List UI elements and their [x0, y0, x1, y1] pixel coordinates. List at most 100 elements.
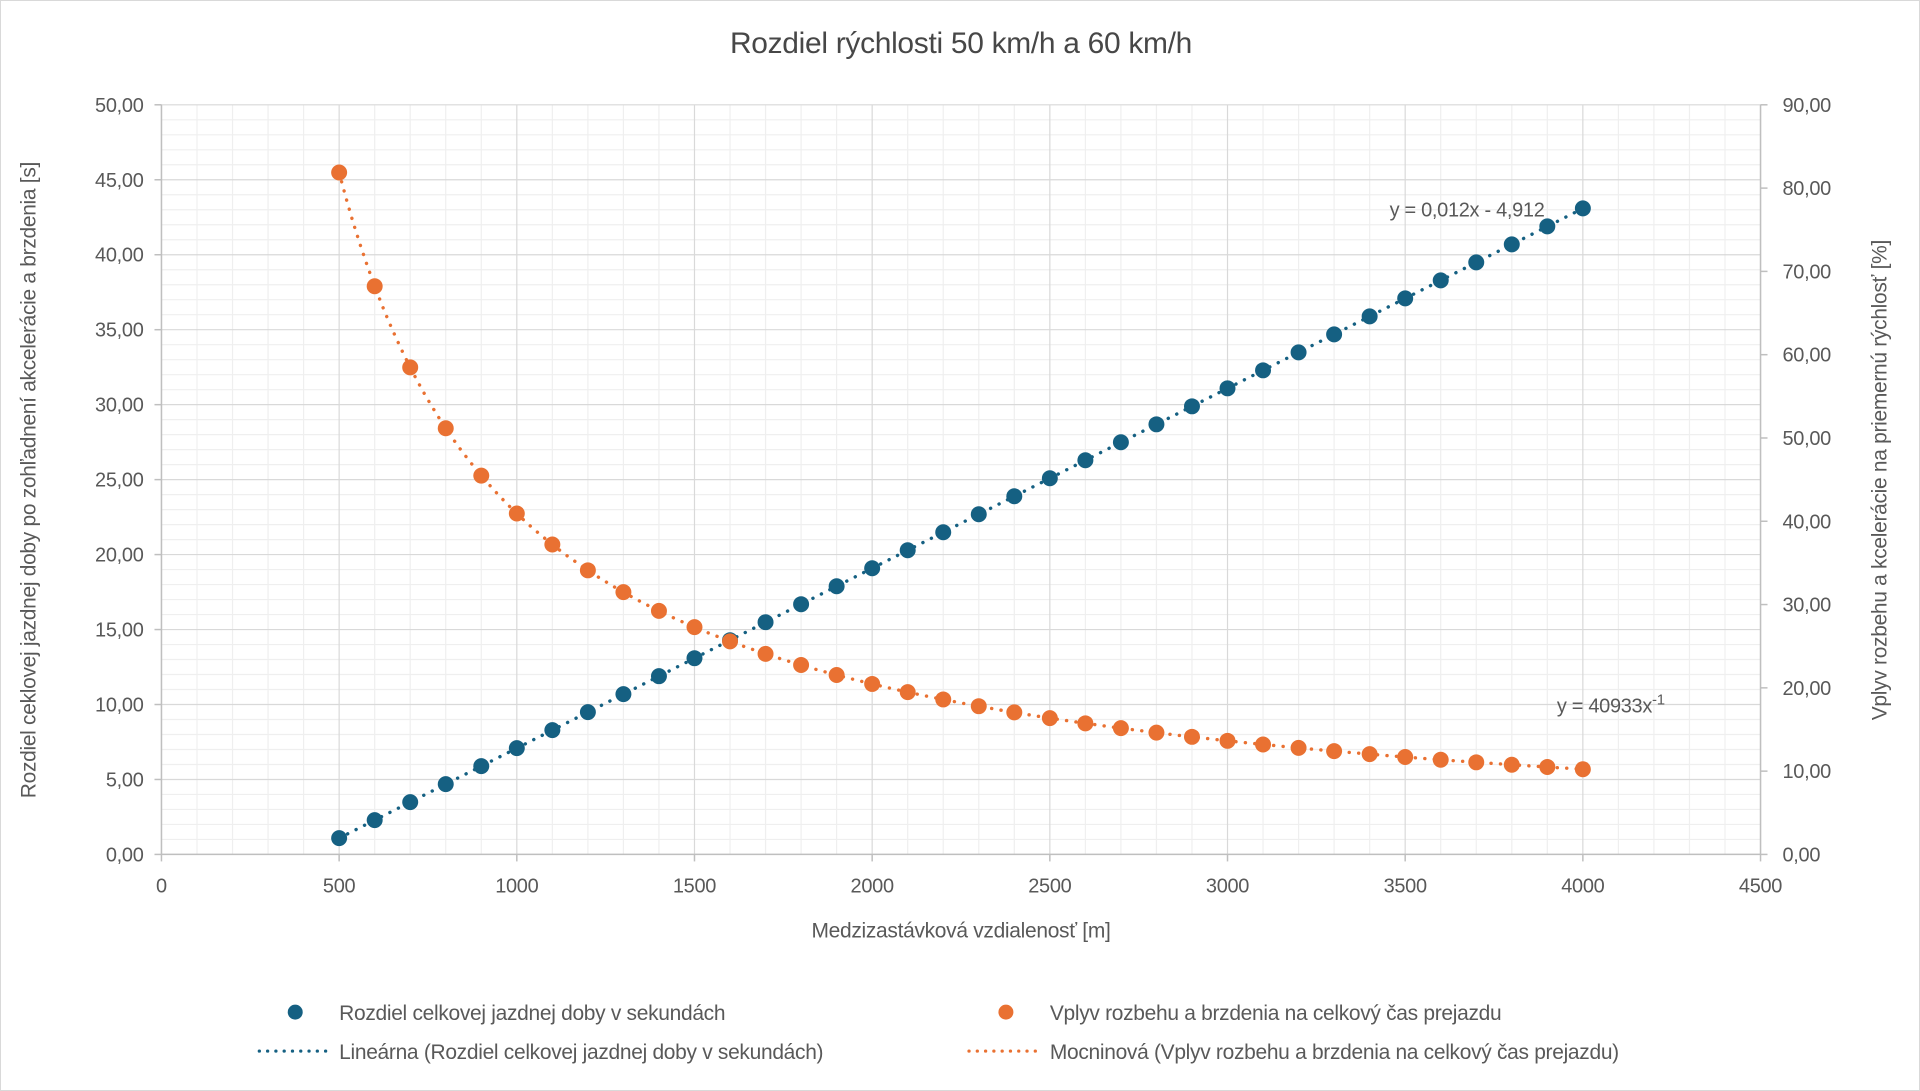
- data-point: [899, 684, 916, 701]
- right-tick-label: 40,00: [1782, 511, 1831, 533]
- data-point: [579, 704, 596, 721]
- data-point: [970, 698, 987, 715]
- data-point: [366, 812, 383, 829]
- legend-item-series-time-difference: Rozdiel celkovej jazdnej doby v sekundác…: [287, 1002, 726, 1025]
- data-point: [615, 584, 632, 601]
- data-point: [1468, 254, 1485, 271]
- data-point: [793, 596, 810, 613]
- data-point: [366, 278, 383, 295]
- right-tick-label: 0,00: [1782, 844, 1820, 866]
- data-point: [1539, 758, 1556, 775]
- left-tick-label: 30,00: [95, 395, 144, 417]
- power-trendline-path: [337, 170, 1585, 771]
- x-tick-label: 4500: [1739, 875, 1782, 897]
- data-point: [437, 420, 454, 437]
- data-point: [1290, 739, 1307, 756]
- x-tick-label: 1000: [495, 875, 538, 897]
- data-point: [1432, 751, 1449, 768]
- x-tick-label: 4000: [1561, 875, 1604, 897]
- data-point: [331, 164, 348, 181]
- data-point: [1006, 704, 1023, 721]
- data-point: [615, 686, 632, 703]
- left-tick-label: 15,00: [95, 620, 144, 642]
- legend-dot-marker-orange: [998, 1004, 1014, 1020]
- data-point: [828, 578, 845, 595]
- x-tick-label: 3000: [1206, 875, 1249, 897]
- left-tick-label: 5,00: [106, 769, 144, 791]
- data-point: [544, 722, 561, 739]
- data-point: [650, 602, 667, 619]
- legend-item-series-acceleration-influence: Vplyv rozbehu a brzdenia na celkový čas …: [998, 1002, 1502, 1025]
- power-trendline: [337, 170, 1585, 771]
- data-point: [1361, 308, 1378, 325]
- data-point: [544, 536, 561, 553]
- data-point: [1006, 488, 1023, 505]
- data-point: [473, 758, 490, 775]
- left-axis-tick-labels: 0,00 5,00 10,00 15,00 20,00 25,00 30,00 35,00 40…: [95, 95, 144, 867]
- linear-trendline: [337, 206, 1585, 840]
- data-point: [935, 691, 952, 708]
- data-point: [935, 524, 952, 541]
- data-point: [1148, 416, 1165, 433]
- left-tick-label: 45,00: [95, 170, 144, 192]
- data-point: [1112, 434, 1129, 451]
- left-tick-label: 35,00: [95, 320, 144, 342]
- left-tick-label: 40,00: [95, 245, 144, 267]
- data-point: [1255, 362, 1272, 379]
- linear-trendline-path: [337, 206, 1585, 840]
- legend-dot-marker-blue: [287, 1004, 303, 1020]
- left-axis-title: Rozdiel ceklovej jazdnej doby po zohľadn…: [18, 162, 41, 798]
- data-point: [1148, 724, 1165, 741]
- right-tick-label: 60,00: [1782, 345, 1831, 367]
- data-point: [1574, 761, 1591, 778]
- data-point: [473, 467, 490, 484]
- left-tick-label: 20,00: [95, 545, 144, 567]
- data-point: [437, 776, 454, 793]
- chart-legend: Rozdiel celkovej jazdnej doby v sekundác…: [257, 1002, 1619, 1064]
- data-point: [1397, 748, 1414, 765]
- right-tick-label: 10,00: [1782, 761, 1831, 783]
- power-trendline-equation: y = 40933x-1: [1557, 692, 1665, 718]
- data-point: [650, 668, 667, 685]
- x-tick-label: 2000: [851, 875, 894, 897]
- data-point: [1326, 326, 1343, 343]
- x-tick-label: 1500: [673, 875, 716, 897]
- left-tick-label: 50,00: [95, 95, 144, 117]
- data-point: [1183, 728, 1200, 745]
- data-point: [1361, 746, 1378, 763]
- data-point: [1574, 200, 1591, 217]
- left-tick-label: 0,00: [106, 844, 144, 866]
- linear-trendline-equation: y = 0,012x - 4,912: [1390, 200, 1545, 222]
- right-tick-label: 80,00: [1782, 178, 1831, 200]
- data-point: [757, 614, 774, 631]
- data-point: [1468, 754, 1485, 771]
- data-point: [1077, 452, 1094, 469]
- legend-label: Mocninová (Vplyv rozbehu a brzdenia na c…: [1050, 1041, 1619, 1064]
- data-point: [686, 650, 703, 667]
- legend-label: Rozdiel celkovej jazdnej doby v sekundác…: [339, 1002, 725, 1025]
- right-axis-tick-labels: 0,00 10,00 20,00 30,00 40,00 50,00 60,00 70,00 8…: [1782, 95, 1831, 867]
- data-point: [864, 675, 881, 692]
- data-point: [1503, 756, 1520, 773]
- data-point: [508, 505, 525, 522]
- legend-item-linear-trendline: Lineárna (Rozdiel celkovej jazdnej doby …: [257, 1041, 824, 1064]
- data-point: [793, 657, 810, 674]
- data-point: [1041, 470, 1058, 487]
- data-point: [1219, 380, 1236, 397]
- x-axis-title: Medzizastávková vzdialenosť [m]: [811, 919, 1110, 942]
- x-tick-label: 2500: [1028, 875, 1071, 897]
- data-point: [402, 794, 419, 811]
- data-point: [1326, 743, 1343, 760]
- data-point: [1539, 218, 1556, 235]
- right-tick-label: 30,00: [1782, 595, 1831, 617]
- data-point: [1397, 290, 1414, 307]
- series-time-difference-points: [331, 200, 1591, 847]
- data-point: [1183, 398, 1200, 415]
- data-point: [722, 633, 739, 650]
- x-tick-label: 0: [156, 875, 167, 897]
- x-axis-tick-labels: 0 500 1000 1500 2000 2500 3000 3500 4000 4500: [156, 875, 1783, 897]
- data-point: [864, 560, 881, 577]
- data-point: [970, 506, 987, 523]
- data-point: [1503, 236, 1520, 253]
